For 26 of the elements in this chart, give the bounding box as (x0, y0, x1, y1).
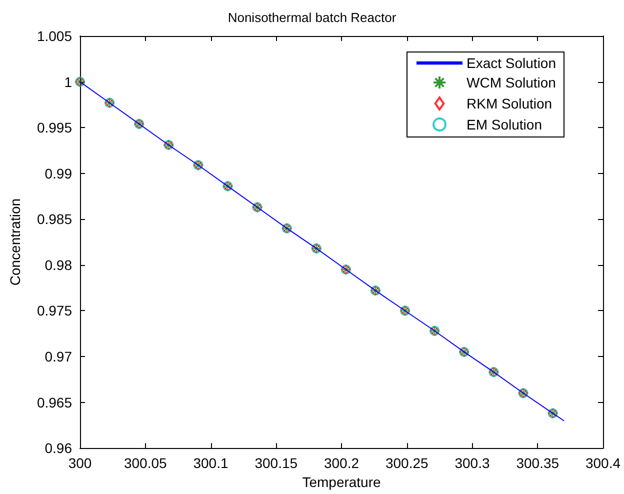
y-tick-label: 0.97 (44, 348, 72, 365)
y-axis-title: Concentration (7, 198, 23, 286)
x-tick-label: 300.35 (516, 455, 560, 472)
legend-label: EM Solution (466, 116, 542, 132)
x-tick-label: 300 (68, 455, 92, 472)
x-tick-label: 300.2 (324, 455, 360, 472)
y-tick-label: 0.98 (44, 256, 72, 273)
x-tick-label: 300.1 (193, 455, 228, 472)
y-tick-label: 1.005 (36, 28, 72, 44)
y-tick-label: 0.985 (36, 211, 72, 228)
x-tick-label: 300.15 (254, 455, 298, 472)
y-tick-label: 0.99 (44, 165, 72, 182)
x-tick-label: 300.25 (385, 455, 428, 472)
legend-label: WCM Solution (466, 74, 556, 90)
legend-label: RKM Solution (466, 96, 552, 112)
y-tick-label: 0.96 (44, 440, 72, 456)
y-tick-label: 0.975 (36, 302, 72, 319)
y-tick-label: 0.995 (36, 120, 72, 136)
chart-title: Nonisothermal batch Reactor (228, 10, 397, 25)
x-tick-label: 300.4 (585, 455, 621, 472)
y-tick-label: 0.965 (36, 394, 72, 410)
legend-label: Exact Solution (466, 55, 556, 71)
x-axis-title: Temperature (302, 474, 382, 490)
y-tick-label: 1 (64, 74, 72, 90)
x-tick-label: 300.3 (454, 455, 490, 472)
x-tick-label: 300.05 (124, 455, 167, 472)
